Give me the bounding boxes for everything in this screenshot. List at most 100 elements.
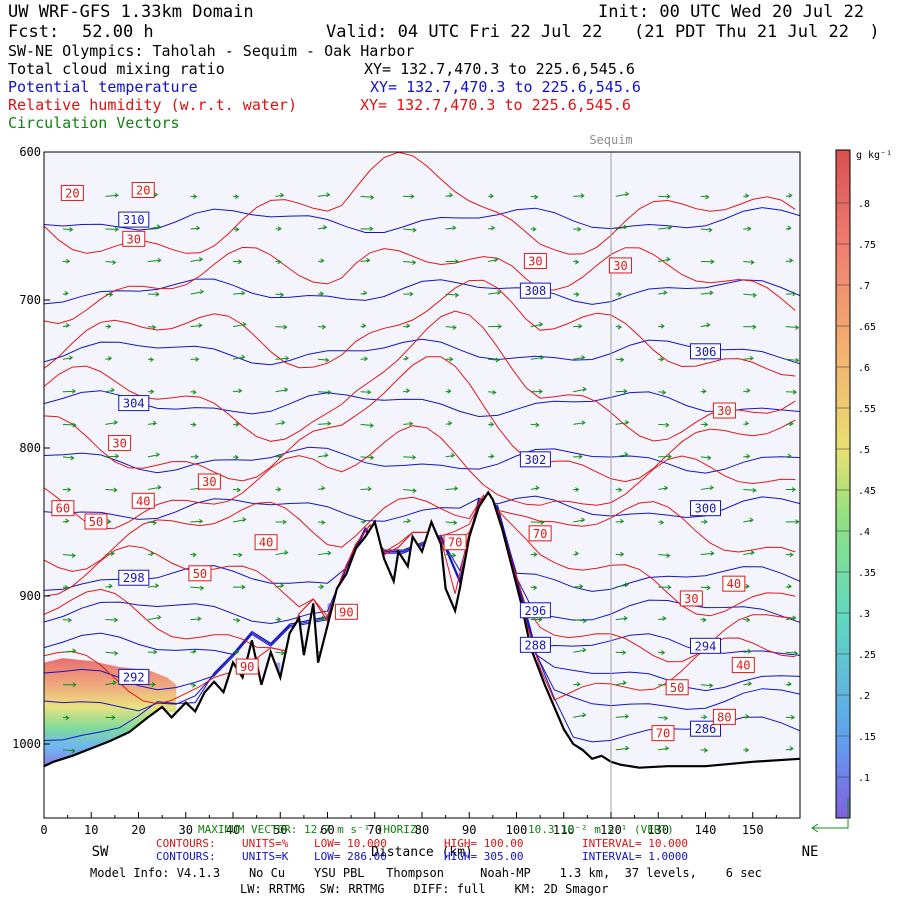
vector-head <box>750 259 755 265</box>
theta-label-box <box>690 637 721 654</box>
circulation-vector <box>658 553 671 559</box>
theta-label-text: 310 <box>123 213 145 227</box>
vector-head <box>710 550 715 556</box>
vector-head <box>327 550 332 556</box>
rh-label-50: 50 <box>84 513 108 530</box>
vector-head <box>540 355 545 360</box>
vector-head <box>789 421 794 427</box>
vector-head <box>323 224 328 230</box>
theta-contours-high: HIGH= 305.00 <box>444 850 524 863</box>
circulation-vector <box>573 551 580 556</box>
vector-head <box>370 455 375 461</box>
circulation-vector <box>445 356 454 362</box>
vector-shaft <box>615 715 629 718</box>
vector-head <box>533 585 538 591</box>
rh-contour <box>44 425 796 530</box>
vector-head <box>619 518 625 524</box>
circulation-vector <box>785 615 797 621</box>
vector-head <box>66 258 71 264</box>
circulation-vector <box>147 614 162 621</box>
vector-head <box>198 323 203 328</box>
vector-head <box>110 551 115 556</box>
vector-head <box>491 225 496 231</box>
vector-head <box>362 518 367 524</box>
vector-shaft <box>658 747 669 751</box>
vector-shaft <box>573 683 580 686</box>
vector-head <box>107 355 113 361</box>
theta-contour-306 <box>44 338 800 366</box>
circulation-vector <box>190 616 202 622</box>
field-label-cloud: Total cloud mixing ratio <box>8 60 225 78</box>
vector-shaft <box>700 195 709 198</box>
vector-head <box>65 715 70 721</box>
theta-label-298: 298 <box>118 569 150 586</box>
circulation-vector <box>275 355 290 361</box>
vector-shaft <box>530 356 544 360</box>
vector-shaft <box>275 357 289 360</box>
vector-head <box>665 745 670 751</box>
vector-shaft <box>147 616 161 621</box>
theta-label-text: 308 <box>525 284 547 298</box>
vector-shaft <box>275 194 284 197</box>
vector-shaft <box>615 453 628 458</box>
vector-head <box>746 617 751 623</box>
rh-label-text: 80 <box>717 710 731 724</box>
y-tick-label: 900 <box>19 589 41 603</box>
vector-shaft <box>743 357 754 360</box>
vector-head <box>788 193 793 198</box>
vector-shaft <box>147 226 161 230</box>
circulation-vector <box>190 225 201 231</box>
vector-head <box>193 194 198 199</box>
vector-head <box>494 257 499 263</box>
vector-head <box>747 226 752 232</box>
circulation-vector <box>445 420 453 426</box>
circulation-vector <box>615 224 628 230</box>
vector-head <box>321 615 326 621</box>
circulation-vector <box>275 550 289 556</box>
vector-shaft <box>573 649 586 653</box>
vector-head <box>534 194 539 200</box>
reference-vector-arrow <box>811 798 849 833</box>
vector-shaft <box>700 292 713 295</box>
vector-head <box>367 389 372 395</box>
circulation-vector <box>147 257 162 263</box>
rh-contours-units: UNITS=% <box>242 837 289 850</box>
vector-head <box>110 387 115 393</box>
vector-head <box>624 452 629 457</box>
circulation-vector <box>785 389 798 395</box>
circulation-vector <box>232 388 243 394</box>
x-tick-label: 60 <box>320 823 334 837</box>
vector-head <box>667 584 672 590</box>
vert-vector-label: 10.3 10⁻² m s⁻¹ (VERT) <box>528 823 674 836</box>
vector-head <box>151 681 156 687</box>
vector-head <box>581 354 586 360</box>
vector-head <box>789 746 794 752</box>
circulation-vector <box>190 682 197 688</box>
circulation-vector <box>530 389 543 394</box>
vector-head <box>69 227 74 233</box>
rh-label-box <box>254 534 278 551</box>
circulation-vector <box>275 387 289 393</box>
circulation-vector <box>573 712 587 718</box>
vector-head <box>706 585 711 591</box>
rh-label-70: 70 <box>651 725 675 742</box>
vector-head <box>702 617 707 623</box>
vector-shaft <box>573 619 587 622</box>
field-label-theta: Potential temperature <box>8 78 198 96</box>
circulation-vector <box>573 354 586 360</box>
theta-label-box <box>118 668 150 685</box>
rh-label-text: 40 <box>727 577 741 591</box>
vector-head <box>704 422 709 427</box>
vector-head <box>370 195 375 200</box>
theta-label-308: 308 <box>519 282 551 299</box>
theta-contour-300 <box>44 495 800 522</box>
circulation-vector <box>62 585 69 590</box>
vector-head <box>367 486 372 492</box>
circulation-vector <box>700 388 707 394</box>
circulation-vector <box>232 487 241 493</box>
rh-contours-high: HIGH= 100.00 <box>444 837 524 850</box>
circulation-vector <box>743 617 751 623</box>
vector-shaft <box>615 682 627 686</box>
x-axis-label: Distance (km) <box>371 845 473 860</box>
vector-shaft <box>147 326 156 328</box>
